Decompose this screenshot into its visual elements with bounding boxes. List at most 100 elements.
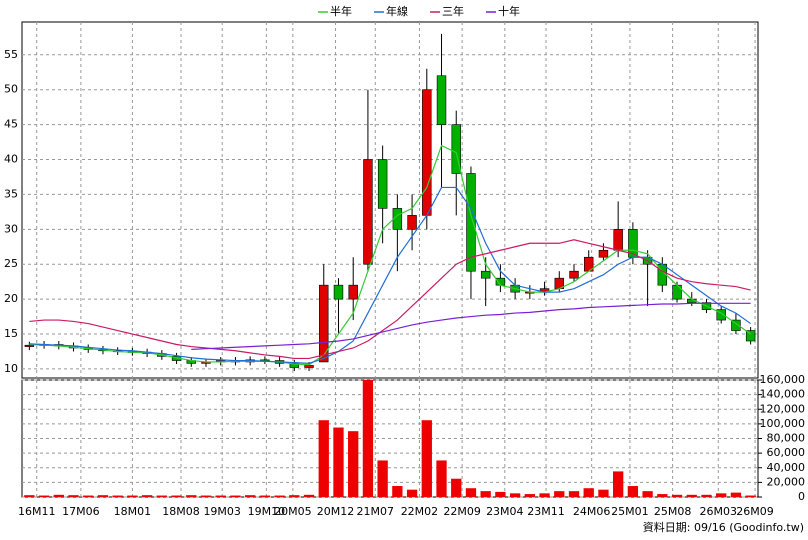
y2-tick-label: 60,000 xyxy=(767,446,806,459)
volume-bar xyxy=(642,491,653,497)
candle-body xyxy=(569,270,579,279)
x-tick-label: 26M09 xyxy=(736,505,774,518)
volume-bar xyxy=(554,491,565,497)
candle-body xyxy=(377,159,388,209)
y-tick-label: 20 xyxy=(4,292,18,305)
volume-bar xyxy=(333,427,344,497)
legend-label: 十年 xyxy=(498,4,520,18)
volume-bar xyxy=(318,420,329,497)
x-tick-label: 23M11 xyxy=(527,505,565,518)
volume-bar xyxy=(53,494,64,497)
x-tick-label: 25M01 xyxy=(611,505,649,518)
volume-bar xyxy=(83,495,94,497)
volume-bar xyxy=(745,495,756,497)
x-tick-label: 24M06 xyxy=(573,505,611,518)
volume-bar xyxy=(200,495,212,497)
volume-bar xyxy=(730,492,742,497)
footer: 資料日期: 09/16 (Goodinfo.tw) xyxy=(643,520,804,534)
volume-bar xyxy=(303,494,315,497)
y-tick-label: 45 xyxy=(4,118,18,131)
candle-body xyxy=(745,330,756,342)
volume-bar xyxy=(465,488,477,497)
y2-tick-label: 120,000 xyxy=(760,402,806,415)
candle-body xyxy=(451,124,461,174)
y-tick-label: 10 xyxy=(4,362,18,375)
x-tick-label: 20M05 xyxy=(274,505,312,518)
y2-tick-label: 140,000 xyxy=(760,388,806,401)
volume-bar xyxy=(215,495,226,497)
volume-bar xyxy=(171,495,182,497)
x-tick-label: 25M08 xyxy=(654,505,692,518)
volume-bar xyxy=(716,493,727,497)
x-tick-label: 18M01 xyxy=(114,505,152,518)
x-tick-label: 16M11 xyxy=(18,505,56,518)
volume-bar xyxy=(657,494,668,497)
volume-bar xyxy=(627,486,639,497)
y2-tick-label: 0 xyxy=(798,490,805,503)
volume-bar xyxy=(686,494,697,497)
candle-body xyxy=(24,344,35,347)
y-tick-label: 30 xyxy=(4,222,18,235)
candle-body xyxy=(613,229,623,251)
legend-label: 三年 xyxy=(442,4,464,18)
volume-bar xyxy=(436,460,447,497)
ma-line xyxy=(29,144,751,366)
candle-body xyxy=(333,284,344,300)
ma-line xyxy=(191,302,751,350)
y-tick-label: 35 xyxy=(4,187,18,200)
candle-body xyxy=(672,284,682,300)
x-tick-label: 19M03 xyxy=(203,505,241,518)
legend-label: 年線 xyxy=(386,4,408,18)
volume-bar xyxy=(141,495,153,497)
x-tick-label: 21M07 xyxy=(357,505,395,518)
volume-bar xyxy=(495,491,506,497)
volume-bar xyxy=(509,493,521,497)
volume-bar xyxy=(289,495,300,497)
volume-bar xyxy=(362,380,374,497)
y2-tick-label: 80,000 xyxy=(767,432,806,445)
candle-body xyxy=(348,284,358,300)
y-tick-label: 40 xyxy=(4,153,18,166)
x-tick-label: 23M04 xyxy=(486,505,524,518)
volume-bar xyxy=(245,495,256,497)
volume-bar xyxy=(539,493,550,497)
volume-bar xyxy=(598,489,609,497)
candle-body xyxy=(480,270,491,279)
volume-bar xyxy=(127,495,138,497)
volume-bar xyxy=(38,495,50,497)
y2-tick-label: 40,000 xyxy=(767,461,806,474)
volume-bar xyxy=(156,495,167,497)
y-tick-label: 15 xyxy=(4,327,18,340)
volume-bar xyxy=(406,489,418,497)
candle-body xyxy=(319,284,329,363)
y2-tick-label: 20,000 xyxy=(767,475,806,488)
candle-body xyxy=(436,75,447,125)
candle-body xyxy=(598,249,609,258)
volume-bar xyxy=(451,478,462,497)
volume-bar xyxy=(671,494,683,497)
candle-body xyxy=(289,363,300,368)
volume-bar xyxy=(24,495,35,497)
candle-body xyxy=(407,215,417,230)
volume-bar xyxy=(524,494,535,497)
y-tick-label: 25 xyxy=(4,257,18,270)
volume-bar xyxy=(613,471,624,497)
volume-bar xyxy=(259,495,271,497)
candle-body xyxy=(731,319,741,331)
candle-body xyxy=(422,89,432,216)
volume-bar xyxy=(701,494,712,497)
volume-bar xyxy=(348,431,359,497)
legend-label: 半年 xyxy=(330,4,352,18)
x-tick-label: 22M02 xyxy=(401,505,439,518)
y-tick-label: 55 xyxy=(4,48,18,61)
candle-body xyxy=(466,173,476,272)
volume-bar xyxy=(186,495,197,497)
candle-body xyxy=(304,365,314,368)
x-tick-label: 19M10 xyxy=(248,505,286,518)
volume-bar xyxy=(97,495,109,497)
x-tick-label: 17M06 xyxy=(62,505,100,518)
volume-bar xyxy=(112,495,123,497)
volume-bar xyxy=(68,495,79,497)
price-panel xyxy=(21,21,759,379)
